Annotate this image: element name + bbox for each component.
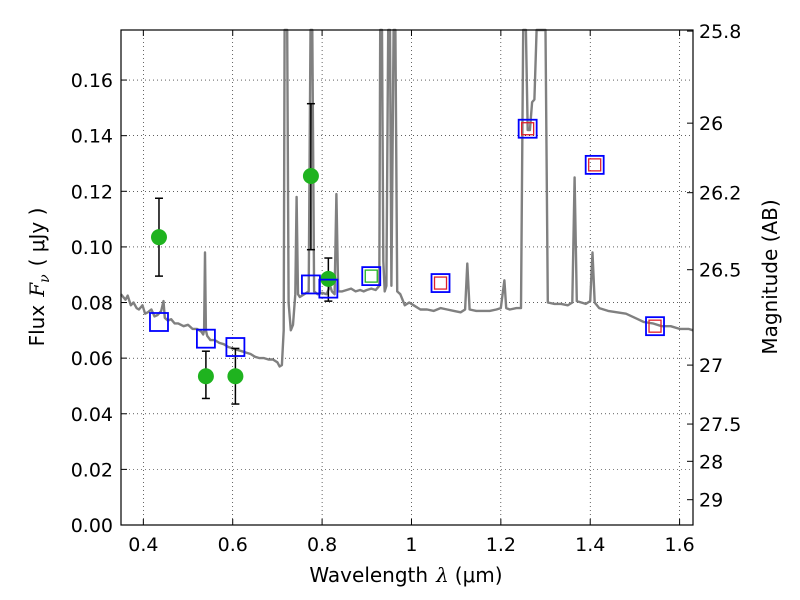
y2-tick-label: 25.8 [699,21,741,43]
grid-lines [121,30,693,526]
red-square-point [588,158,602,172]
y-axis-label-subscript: ν [37,274,53,283]
x-tick-label: 1.2 [486,534,516,556]
y2-tick-label: 29 [699,490,723,512]
blue-square-point [196,328,216,349]
y2-tick-label: 27 [699,355,723,377]
green-square-point [364,269,378,283]
y-tick-label: 0.12 [71,181,113,203]
x-tick-label: 1 [405,534,417,556]
blue-square-point [149,312,169,332]
y-axis-label-unit: ( μJy ) [25,208,49,267]
y2-tick-label: 28 [699,451,723,473]
red-square-point [521,122,535,136]
green-circle-point [150,229,167,246]
x-axis-label-symbol: λ [435,563,449,587]
blue-square-point [301,274,321,295]
green-circle-point [227,368,244,385]
y2-axis-ticks: 25.8 26 26.2 26.5 27 27.5 28 29 [687,21,741,512]
y-axis-label: Flux Fν ( μJy ) [25,208,53,347]
blue-square-point [361,266,382,287]
blue-square-point [318,278,339,299]
error-bars [154,102,333,405]
blue-square-point [430,273,451,293]
blue-square-point [517,118,538,139]
blue-square-point [584,154,605,175]
y-tick-label: 0.00 [71,515,113,537]
axes-frame [120,29,694,526]
y2-tick-label: 26.5 [699,260,741,282]
spectrum-series [120,28,694,368]
y-axis-label-symbol: F [25,282,49,298]
blue-square-point [645,316,665,337]
y-tick-label: 0.02 [71,459,113,481]
y2-tick-label: 26.2 [699,183,741,205]
x-tick-label: 0.4 [128,534,158,556]
y-tick-label: 0.16 [71,70,113,92]
red-square-point [433,276,448,290]
x-axis-ticks: 0.4 0.6 0.8 1 1.2 1.4 1.6 [128,30,695,556]
blue-square-point [225,337,246,357]
y2-axis-label: Magnitude (AB) [758,199,782,354]
x-tick-label: 1.4 [575,534,605,556]
red-square-point [648,319,662,333]
x-tick-label: 1.6 [664,534,694,556]
x-axis-label-text: Wavelength [309,563,428,587]
plot-frame [120,29,694,526]
y-tick-label: 0.14 [71,126,113,148]
y-tick-label: 0.06 [71,348,113,370]
y-axis-ticks: 0.00 0.02 0.04 0.06 0.08 0.10 0.12 0.14 0.16 [71,70,127,537]
y2-tick-label: 27.5 [699,414,741,436]
x-axis-label: Wavelength λ (μm) [309,563,502,587]
data-markers [149,118,665,385]
x-tick-label: 0.8 [307,534,337,556]
x-tick-label: 0.6 [218,534,248,556]
y-tick-label: 0.04 [71,404,113,426]
y-axis-label-text: Flux [25,305,49,347]
y-tick-label: 0.10 [71,237,113,259]
spectrum-line [120,28,694,368]
green-circle-point [197,368,214,385]
y2-tick-label: 26 [699,113,723,135]
green-circle-point [302,167,319,184]
y-tick-label: 0.08 [71,293,113,315]
x-axis-label-unit: (μm) [455,563,503,587]
